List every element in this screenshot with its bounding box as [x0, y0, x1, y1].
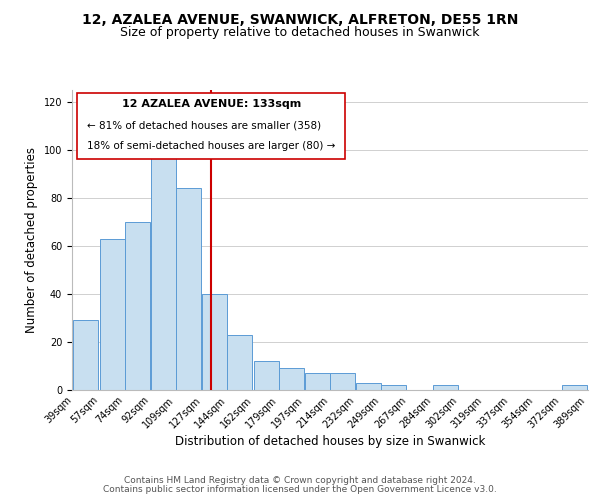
Y-axis label: Number of detached properties: Number of detached properties [25, 147, 38, 333]
Bar [100, 239, 125, 390]
Bar [356, 383, 382, 390]
Bar [125, 222, 149, 390]
Text: 12 AZALEA AVENUE: 133sqm: 12 AZALEA AVENUE: 133sqm [122, 99, 301, 109]
Text: Contains HM Land Registry data © Crown copyright and database right 2024.: Contains HM Land Registry data © Crown c… [124, 476, 476, 485]
Bar [330, 373, 355, 390]
Text: 12, AZALEA AVENUE, SWANWICK, ALFRETON, DE55 1RN: 12, AZALEA AVENUE, SWANWICK, ALFRETON, D… [82, 12, 518, 26]
Bar [151, 155, 176, 390]
Bar [227, 335, 253, 390]
Text: 18% of semi-detached houses are larger (80) →: 18% of semi-detached houses are larger (… [88, 141, 336, 151]
Bar [176, 188, 201, 390]
Text: ← 81% of detached houses are smaller (358): ← 81% of detached houses are smaller (35… [88, 120, 322, 130]
Bar [202, 294, 227, 390]
Text: Size of property relative to detached houses in Swanwick: Size of property relative to detached ho… [120, 26, 480, 39]
Bar [278, 368, 304, 390]
Bar [73, 320, 98, 390]
Bar [254, 361, 278, 390]
FancyBboxPatch shape [77, 93, 346, 159]
Bar [305, 373, 330, 390]
Bar [433, 385, 458, 390]
Text: Contains public sector information licensed under the Open Government Licence v3: Contains public sector information licen… [103, 485, 497, 494]
Bar [562, 385, 587, 390]
X-axis label: Distribution of detached houses by size in Swanwick: Distribution of detached houses by size … [175, 436, 485, 448]
Bar [382, 385, 406, 390]
